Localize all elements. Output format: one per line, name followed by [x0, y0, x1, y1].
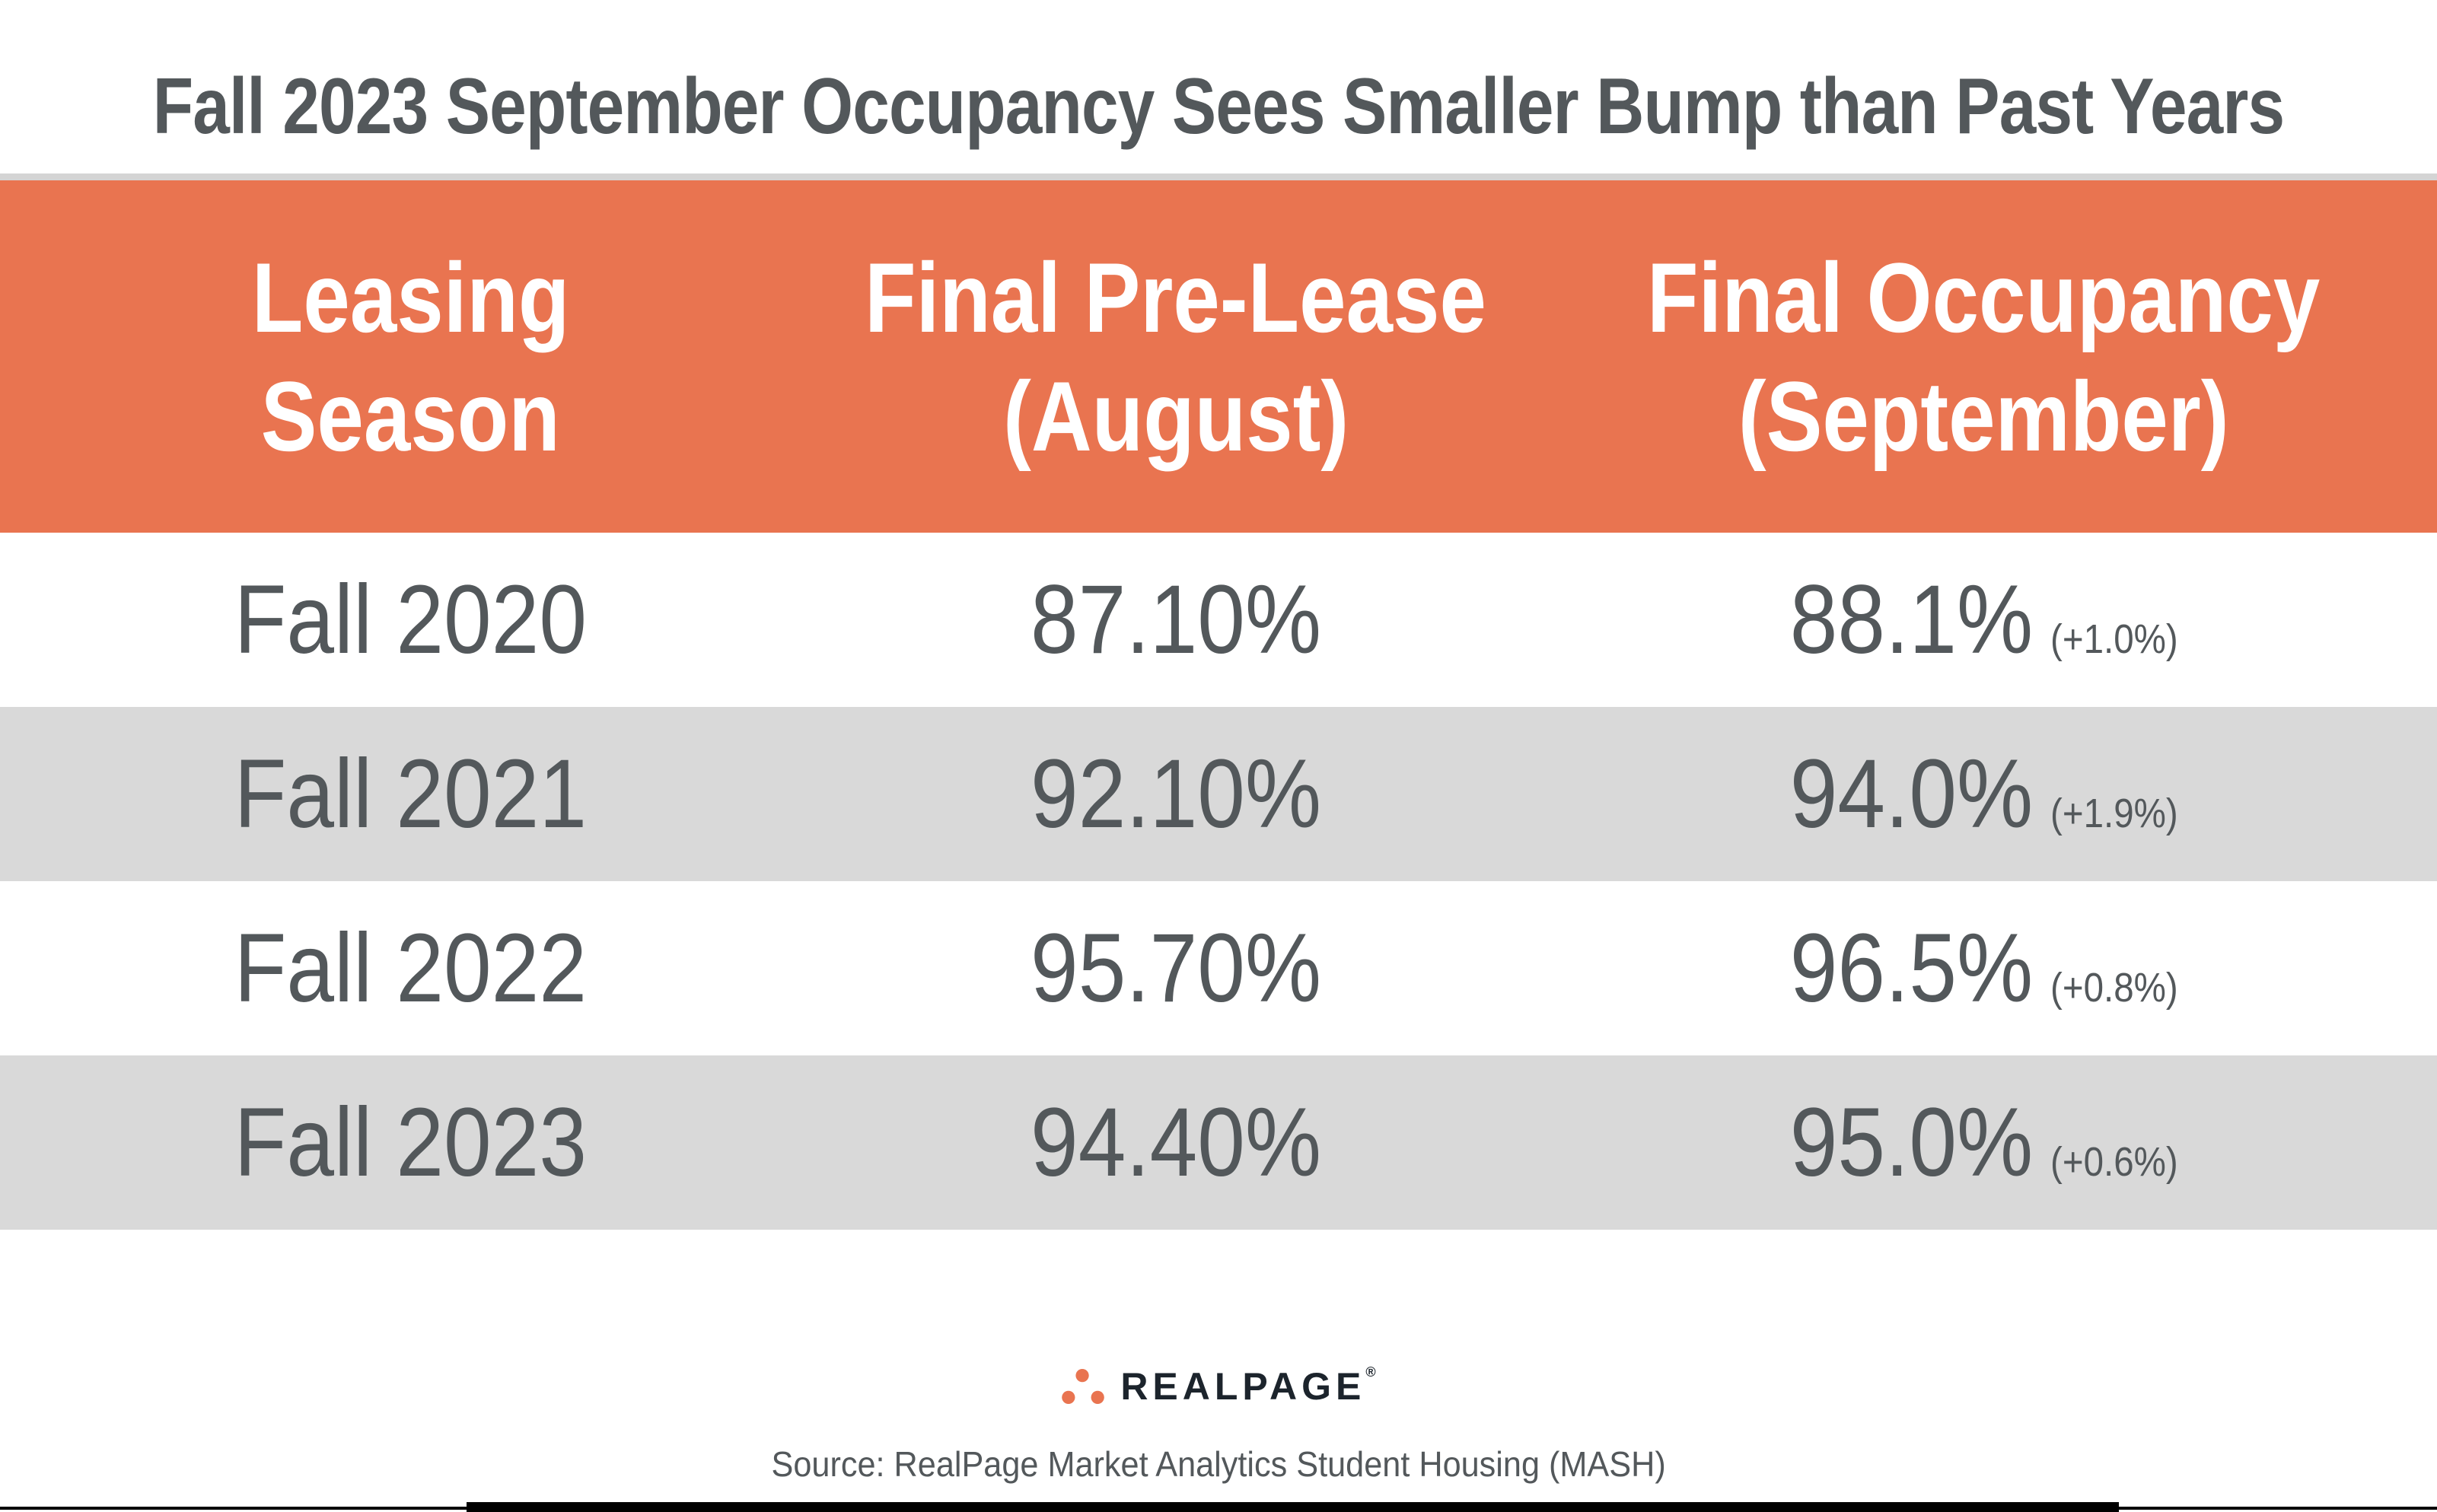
occupancy-delta: (+0.6%)	[2050, 1139, 2178, 1185]
header-cell-final-pre-lease: Final Pre-Lease (August)	[821, 180, 1531, 533]
pre-lease-cell: 94.40%	[821, 1055, 1531, 1230]
occupancy-delta: (+0.8%)	[2050, 965, 2178, 1011]
table-header-row: Leasing Season Final Pre-Lease (August) …	[0, 180, 2437, 533]
occupancy-cell: 96.5% (+0.8%)	[1531, 881, 2437, 1055]
source-text: Source: RealPage Market Analytics Studen…	[771, 1444, 1666, 1484]
occupancy-value: 95.0%	[1789, 1088, 2033, 1197]
season-value: Fall 2020	[234, 565, 588, 674]
bottom-bar	[467, 1502, 2119, 1512]
header-line: Final Occupancy	[1647, 241, 2321, 353]
occupancy-group: 96.5% (+0.8%)	[1789, 912, 2177, 1024]
header-cell-final-occupancy: Final Occupancy (September)	[1531, 180, 2437, 533]
season-cell: Fall 2023	[0, 1055, 821, 1230]
occupancy-cell: 95.0% (+0.6%)	[1531, 1055, 2437, 1230]
season-value: Fall 2023	[234, 1088, 588, 1197]
occupancy-value: 88.1%	[1789, 565, 2033, 674]
pre-lease-cell: 95.70%	[821, 881, 1531, 1055]
occupancy-table: Leasing Season Final Pre-Lease (August) …	[0, 180, 2437, 1230]
title-area: Fall 2023 September Occupancy Sees Small…	[0, 0, 2437, 173]
pre-lease-value: 87.10%	[1030, 565, 1321, 674]
season-cell: Fall 2021	[0, 707, 821, 881]
realpage-dots-icon	[1062, 1369, 1105, 1404]
divider-strip	[0, 173, 2437, 180]
occupancy-value: 96.5%	[1789, 914, 2033, 1023]
occupancy-group: 95.0% (+0.6%)	[1789, 1087, 2177, 1198]
occupancy-value: 94.0%	[1789, 740, 2033, 848]
header-cell-leasing-season: Leasing Season	[0, 180, 821, 533]
occupancy-cell: 88.1% (+1.0%)	[1531, 533, 2437, 707]
season-value: Fall 2021	[234, 740, 588, 848]
table-row: Fall 2020 87.10% 88.1% (+1.0%)	[0, 533, 2437, 707]
registered-mark: ®	[1365, 1364, 1376, 1380]
pre-lease-value: 95.70%	[1030, 914, 1321, 1023]
season-cell: Fall 2022	[0, 881, 821, 1055]
occupancy-group: 88.1% (+1.0%)	[1789, 564, 2177, 676]
occupancy-delta: (+1.0%)	[2050, 616, 2178, 662]
table-row: Fall 2023 94.40% 95.0% (+0.6%)	[0, 1055, 2437, 1230]
realpage-wordmark: REALPAGE®	[1120, 1365, 1375, 1405]
pre-lease-value: 94.40%	[1030, 1088, 1321, 1197]
pre-lease-cell: 87.10%	[821, 533, 1531, 707]
realpage-wordmark-text: REALPAGE	[1120, 1365, 1366, 1408]
pre-lease-cell: 92.10%	[821, 707, 1531, 881]
season-value: Fall 2022	[234, 914, 588, 1023]
page-title: Fall 2023 September Occupancy Sees Small…	[152, 62, 2285, 151]
pre-lease-value: 92.10%	[1030, 740, 1321, 848]
realpage-logo: REALPAGE®	[0, 1365, 2437, 1405]
header-line: Season	[260, 360, 561, 472]
header-line: Final Pre-Lease	[865, 241, 1487, 353]
header-line: (September)	[1738, 360, 2229, 472]
occupancy-delta: (+1.9%)	[2050, 791, 2178, 836]
header-line: Leasing	[251, 241, 570, 353]
header-line: (August)	[1002, 360, 1349, 472]
occupancy-group: 94.0% (+1.9%)	[1789, 738, 2177, 850]
season-cell: Fall 2020	[0, 533, 821, 707]
table-row: Fall 2021 92.10% 94.0% (+1.9%)	[0, 707, 2437, 881]
occupancy-cell: 94.0% (+1.9%)	[1531, 707, 2437, 881]
table-row: Fall 2022 95.70% 96.5% (+0.8%)	[0, 881, 2437, 1055]
